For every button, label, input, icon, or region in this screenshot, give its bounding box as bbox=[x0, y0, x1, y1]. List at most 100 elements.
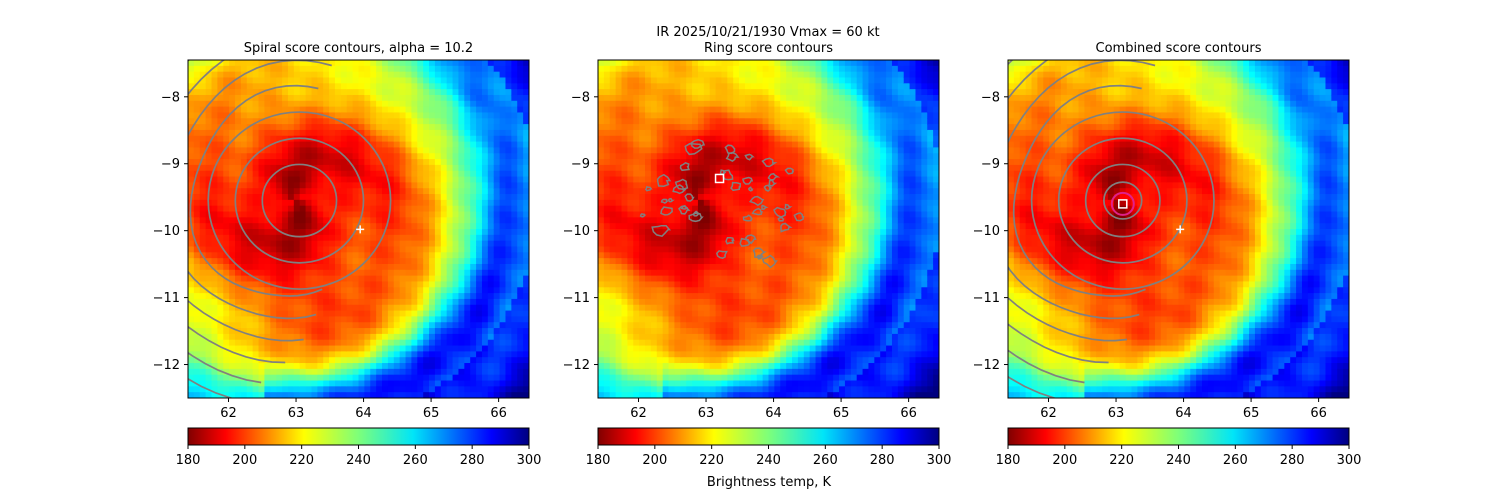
pixel-cell bbox=[387, 252, 395, 259]
pixel-cell bbox=[739, 118, 746, 125]
pixel-cell bbox=[715, 316, 723, 323]
pixel-cell bbox=[476, 368, 483, 376]
pixel-cell bbox=[487, 287, 495, 294]
pixel-cell bbox=[650, 205, 658, 213]
pixel-cell bbox=[727, 293, 734, 300]
pixel-cell bbox=[458, 351, 465, 358]
pixel-cell bbox=[458, 83, 465, 90]
pixel-cell bbox=[393, 124, 401, 131]
pixel-cell bbox=[639, 258, 646, 265]
pixel-cell bbox=[229, 374, 236, 382]
pixel-cell bbox=[205, 170, 213, 178]
pixel-cell bbox=[609, 205, 617, 213]
pixel-cell bbox=[523, 293, 529, 300]
pixel-cell bbox=[440, 135, 448, 143]
pixel-cell bbox=[252, 392, 260, 398]
pixel-cell bbox=[645, 316, 652, 323]
pixel-cell bbox=[370, 71, 377, 79]
pixel-cell bbox=[680, 240, 687, 248]
pixel-cell bbox=[680, 147, 687, 154]
pixel-cell bbox=[633, 339, 640, 347]
pixel-cell bbox=[692, 275, 699, 283]
pixel-cell bbox=[317, 94, 324, 102]
pixel-cell bbox=[633, 199, 640, 207]
pixel-cell bbox=[645, 141, 652, 149]
pixel-cell bbox=[340, 339, 348, 347]
pixel-cell bbox=[674, 199, 681, 207]
pixel-cell bbox=[487, 188, 495, 195]
pixel-cell bbox=[680, 287, 687, 294]
pixel-cell bbox=[627, 159, 634, 166]
spiral-contour bbox=[261, 163, 338, 238]
pixel-cell bbox=[603, 164, 611, 172]
pixel-cell bbox=[223, 333, 230, 341]
pixel-cell bbox=[709, 223, 717, 230]
pixel-cell bbox=[188, 94, 195, 102]
pixel-cell bbox=[334, 71, 342, 79]
pixel-cell bbox=[609, 164, 617, 172]
pixel-cell bbox=[446, 339, 454, 347]
pixel-cell bbox=[246, 392, 254, 398]
pixel-cell bbox=[656, 310, 664, 318]
pixel-cell bbox=[458, 281, 465, 288]
pixel-cell bbox=[493, 141, 501, 149]
pixel-cell bbox=[645, 357, 652, 364]
pixel-cell bbox=[287, 392, 295, 398]
pixel-cell bbox=[470, 77, 477, 84]
pixel-cell bbox=[293, 176, 301, 183]
pixel-cell bbox=[235, 182, 242, 189]
pixel-cell bbox=[311, 246, 318, 253]
pixel-cell bbox=[523, 106, 529, 114]
pixel-cell bbox=[188, 164, 195, 172]
pixel-cell bbox=[662, 188, 670, 195]
pixel-cell bbox=[393, 229, 401, 236]
pixel-cell bbox=[211, 135, 218, 143]
pixel-cell bbox=[499, 89, 507, 96]
pixel-cell bbox=[246, 199, 254, 207]
pixel-cell bbox=[223, 170, 230, 178]
pixel-cell bbox=[299, 77, 307, 84]
pixel-cell bbox=[293, 333, 301, 341]
pixel-cell bbox=[334, 159, 342, 166]
pixel-cell bbox=[382, 246, 389, 253]
pixel-cell bbox=[299, 176, 307, 183]
pixel-cell bbox=[621, 164, 628, 172]
pixel-cell bbox=[440, 357, 448, 364]
pixel-cell bbox=[358, 194, 365, 201]
pixel-cell bbox=[476, 71, 483, 79]
pixel-cell bbox=[287, 217, 295, 224]
pixel-cell bbox=[293, 275, 301, 283]
pixel-cell bbox=[598, 339, 605, 347]
pixel-cell bbox=[674, 392, 681, 398]
pixel-cell bbox=[733, 298, 740, 306]
pixel-cell bbox=[270, 252, 277, 259]
pixel-cell bbox=[305, 258, 313, 265]
pixel-cell bbox=[603, 252, 611, 259]
pixel-cell bbox=[523, 112, 529, 119]
pixel-cell bbox=[697, 380, 705, 387]
pixel-cell bbox=[240, 100, 248, 108]
pixel-cell bbox=[639, 170, 646, 178]
pixel-cell bbox=[523, 287, 529, 294]
pixel-cell bbox=[662, 170, 670, 178]
pixel-cell bbox=[727, 258, 734, 265]
pixel-cell bbox=[697, 229, 705, 236]
pixel-cell bbox=[223, 269, 230, 277]
pixel-cell bbox=[405, 188, 413, 195]
pixel-cell bbox=[352, 263, 360, 271]
pixel-cell bbox=[452, 293, 460, 300]
pixel-cell bbox=[305, 188, 313, 195]
pixel-cell bbox=[656, 240, 664, 248]
pixel-cell bbox=[193, 357, 201, 364]
pixel-cell bbox=[609, 159, 617, 166]
pixel-cell bbox=[709, 83, 717, 90]
pixel-cell bbox=[387, 310, 395, 318]
pixel-cell bbox=[340, 217, 348, 224]
pixel-cell bbox=[423, 345, 430, 352]
pixel-cell bbox=[733, 333, 740, 341]
pixel-cell bbox=[305, 351, 313, 358]
pixel-cell bbox=[511, 246, 518, 253]
pixel-cell bbox=[282, 234, 289, 242]
pixel-cell bbox=[511, 89, 518, 96]
pixel-cell bbox=[405, 234, 413, 242]
